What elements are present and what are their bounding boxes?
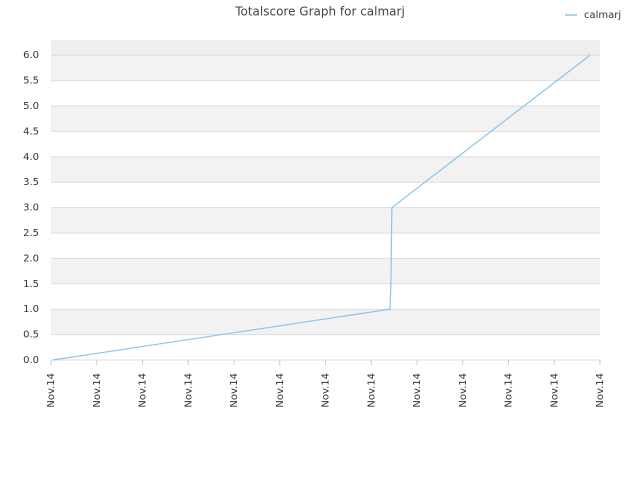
plot-band	[51, 258, 600, 284]
y-tick-label: 2.0	[23, 253, 39, 264]
x-tick-label: Nov.14	[275, 373, 286, 408]
x-tick-label: Nov.14	[46, 373, 57, 408]
x-tick-label: Nov.14	[504, 373, 515, 408]
x-tick-label: Nov.14	[92, 373, 103, 408]
y-tick-label: 2.5	[23, 228, 39, 239]
y-tick-label: 5.0	[23, 101, 39, 112]
y-tick-label: 0.5	[23, 330, 39, 341]
plot-band	[51, 156, 600, 183]
y-tick-label: 1.0	[23, 304, 39, 315]
plot-band	[51, 106, 600, 132]
plot-band	[51, 309, 600, 335]
x-tick-label: Nov.14	[412, 373, 423, 408]
chart-title: Totalscore Graph for calmarj	[234, 5, 405, 19]
y-tick-label: 1.5	[23, 279, 39, 290]
x-tick-label: Nov.14	[229, 373, 240, 408]
y-tick-label: 4.5	[23, 126, 39, 137]
y-tick-label: 3.0	[23, 203, 39, 214]
y-tick-label: 6.0	[23, 50, 39, 61]
x-tick-label: Nov.14	[549, 373, 560, 408]
legend-label: calmarj	[584, 10, 621, 21]
x-tick-label: Nov.14	[138, 373, 149, 408]
x-tick-label: Nov.14	[458, 373, 469, 408]
x-tick-label: Nov.14	[366, 373, 377, 408]
y-tick-label: 4.0	[23, 152, 39, 163]
x-tick-label: Nov.14	[321, 373, 332, 408]
plot-band	[51, 55, 600, 81]
data-line	[52, 54, 591, 361]
plot-band	[51, 207, 600, 234]
y-tick-label: 0.0	[23, 355, 39, 366]
x-tick-label: Nov.14	[183, 373, 194, 408]
y-tick-label: 3.5	[23, 177, 39, 188]
y-tick-label: 5.5	[23, 76, 39, 87]
x-tick-label: Nov.14	[595, 373, 606, 408]
